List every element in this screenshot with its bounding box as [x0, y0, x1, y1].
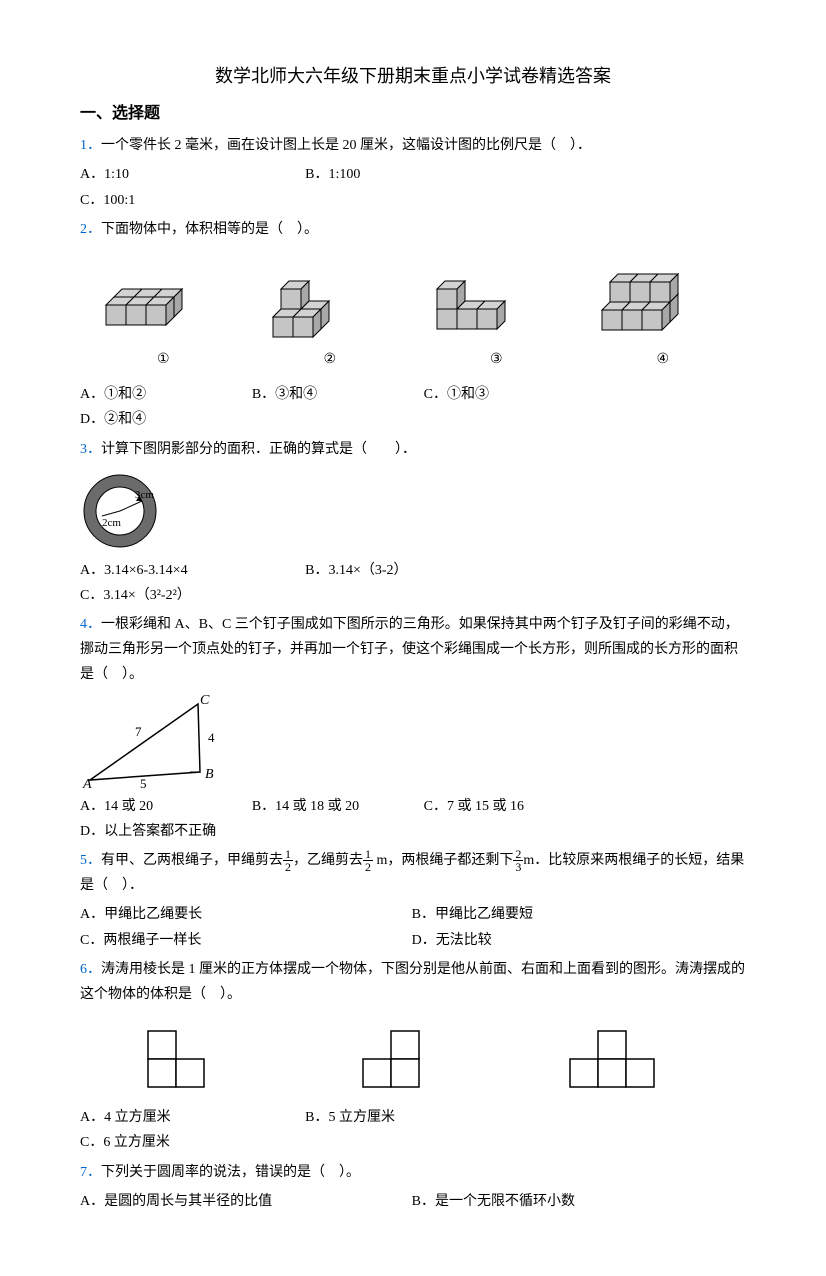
- question-5: 5．有甲、乙两根绳子，甲绳剪去12，乙绳剪去12 m，两根绳子都还剩下23m．比…: [80, 848, 746, 898]
- q6-opt-c: C．6 立方厘米: [80, 1130, 293, 1155]
- q2-figures: [80, 256, 746, 341]
- cube-shape-3: [421, 261, 551, 341]
- cube-shape-1: [98, 271, 228, 341]
- label-2cm: 2cm: [102, 517, 121, 529]
- q2-labels: ① ② ③ ④: [80, 347, 746, 372]
- label-3cm: 3cm: [135, 489, 154, 501]
- q2-opt-d: D．②和④: [80, 407, 240, 432]
- q1-text: 一个零件长 2 毫米，画在设计图上长是 20 厘米，这幅设计图的比例尺是（ ）．: [101, 138, 591, 153]
- lbl-a: A: [82, 777, 92, 792]
- frac-1-2b: 12: [363, 848, 373, 873]
- question-1: 1．一个零件长 2 毫米，画在设计图上长是 20 厘米，这幅设计图的比例尺是（ …: [80, 133, 746, 158]
- q5-text-c: m，两根绳子都还剩下: [373, 853, 513, 868]
- lbl-b: B: [205, 767, 214, 782]
- q1-opt-b: B．1:100: [305, 162, 518, 187]
- q2-text: 下面物体中，体积相等的是（ ）。: [101, 222, 318, 237]
- q5-opt-b: B．甲绳比乙绳要短: [412, 902, 732, 927]
- question-4: 4．一根彩绳和 A、B、C 三个钉子围成如下图所示的三角形。如果保持其中两个钉子…: [80, 612, 746, 688]
- view-front: [138, 1021, 238, 1091]
- q6-options: A．4 立方厘米 B．5 立方厘米 C．6 立方厘米: [80, 1105, 746, 1155]
- lbl-4: 4: [208, 730, 215, 745]
- q6-text: 涛涛用棱长是 1 厘米的正方体摆成一个物体，下图分别是他从前面、右面和上面看到的…: [80, 962, 745, 1002]
- lbl-7: 7: [135, 724, 142, 739]
- q3-text: 计算下图阴影部分的面积．正确的算式是（ ）．: [101, 442, 416, 457]
- q4-opt-a: A．14 或 20: [80, 794, 240, 819]
- frac-2-3: 23: [513, 848, 523, 873]
- question-2: 2．下面物体中，体积相等的是（ ）。: [80, 217, 746, 242]
- q2-opt-a: A．①和②: [80, 382, 240, 407]
- question-7: 7．下列关于圆周率的说法，错误的是（ ）。: [80, 1160, 746, 1185]
- q7-opt-a: A．是圆的周长与其半径的比值: [80, 1189, 400, 1214]
- q2-label-2: ②: [323, 347, 336, 372]
- q6-opt-b: B．5 立方厘米: [305, 1105, 518, 1130]
- q5-text-b: ，乙绳剪去: [293, 853, 363, 868]
- q2-opt-b: B．③和④: [252, 382, 412, 407]
- q3-opt-b: B．3.14×（3-2）: [305, 558, 518, 583]
- frac-1-2a: 12: [283, 848, 293, 873]
- q5-opt-a: A．甲绳比乙绳要长: [80, 902, 400, 927]
- q1-opt-c: C．100:1: [80, 188, 293, 213]
- q6-num: 6．: [80, 962, 101, 977]
- q3-opt-a: A．3.14×6-3.14×4: [80, 558, 293, 583]
- q6-opt-a: A．4 立方厘米: [80, 1105, 293, 1130]
- q5-text-a: 有甲、乙两根绳子，甲绳剪去: [101, 853, 283, 868]
- q3-num: 3．: [80, 442, 101, 457]
- q7-opt-b: B．是一个无限不循环小数: [412, 1189, 732, 1214]
- q7-text: 下列关于圆周率的说法，错误的是（ ）。: [101, 1165, 360, 1180]
- q5-opt-d: D．无法比较: [412, 928, 732, 953]
- triangle-figure: A B C 7 4 5: [80, 692, 240, 792]
- q5-opt-c: C．两根绳子一样长: [80, 928, 400, 953]
- q1-options: A．1:10 B．1:100 C．100:1: [80, 162, 746, 212]
- q2-opt-c: C．①和③: [424, 382, 584, 407]
- q5-options: A．甲绳比乙绳要长 B．甲绳比乙绳要短 C．两根绳子一样长 D．无法比较: [80, 902, 746, 952]
- cube-shape-4: [588, 256, 728, 341]
- section-header: 一、选择题: [80, 100, 746, 129]
- q4-text: 一根彩绳和 A、B、C 三个钉子围成如下图所示的三角形。如果保持其中两个钉子及钉…: [80, 617, 739, 682]
- q4-opt-d: D．以上答案都不正确: [80, 819, 240, 844]
- q3-options: A．3.14×6-3.14×4 B．3.14×（3-2） C．3.14×（3²-…: [80, 558, 746, 608]
- q4-opt-c: C．7 或 15 或 16: [424, 794, 584, 819]
- q1-num: 1．: [80, 138, 101, 153]
- question-3: 3．计算下图阴影部分的面积．正确的算式是（ ）．: [80, 437, 746, 462]
- q6-views: [80, 1021, 746, 1091]
- q3-opt-c: C．3.14×（3²-2²）: [80, 583, 293, 608]
- q4-num: 4．: [80, 617, 101, 632]
- q5-num: 5．: [80, 853, 101, 868]
- q4-options: A．14 或 20 B．14 或 18 或 20 C．7 或 15 或 16 D…: [80, 794, 746, 844]
- view-top: [568, 1021, 688, 1091]
- q2-label-3: ③: [490, 347, 503, 372]
- lbl-5: 5: [140, 776, 147, 791]
- cube-shape-2: [265, 261, 385, 341]
- q7-options: A．是圆的周长与其半径的比值 B．是一个无限不循环小数: [80, 1189, 746, 1214]
- q2-options: A．①和② B．③和④ C．①和③ D．②和④: [80, 382, 746, 432]
- page-title: 数学北师大六年级下册期末重点小学试卷精选答案: [80, 60, 746, 92]
- q7-num: 7．: [80, 1165, 101, 1180]
- question-6: 6．涛涛用棱长是 1 厘米的正方体摆成一个物体，下图分别是他从前面、右面和上面看…: [80, 957, 746, 1007]
- q4-opt-b: B．14 或 18 或 20: [252, 794, 412, 819]
- q2-label-4: ④: [656, 347, 669, 372]
- view-right: [353, 1021, 453, 1091]
- q2-label-1: ①: [157, 347, 170, 372]
- q2-num: 2．: [80, 222, 101, 237]
- q1-opt-a: A．1:10: [80, 162, 293, 187]
- ring-figure: 3cm 2cm: [80, 466, 180, 556]
- lbl-c: C: [200, 693, 210, 708]
